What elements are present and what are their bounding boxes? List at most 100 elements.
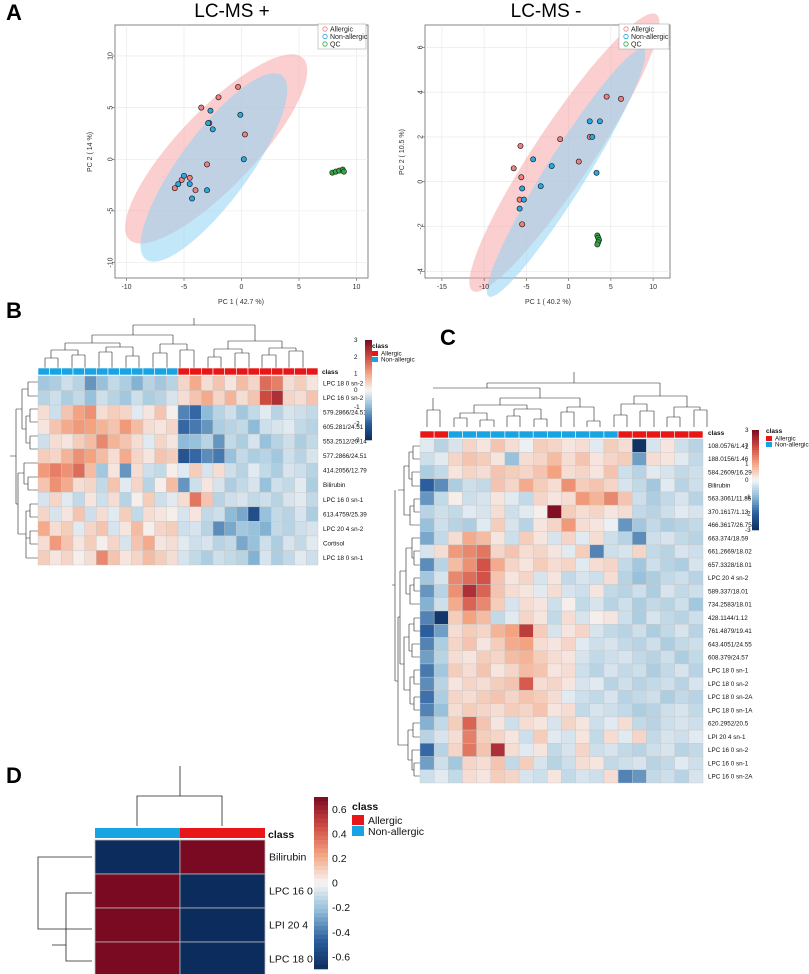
- heat-cell: [462, 597, 477, 612]
- heat-cell: [533, 743, 548, 757]
- heat-cell: [96, 375, 109, 391]
- row-label: 563.3061/11.85: [708, 496, 752, 503]
- heat-cell: [306, 375, 319, 391]
- colorbar-segment: [365, 425, 372, 428]
- colorbar-segment: [752, 440, 759, 443]
- colorbar-segment: [752, 457, 759, 461]
- heatmap-d-legend: class Allergic Non-allergic: [352, 801, 424, 838]
- heat-cell: [504, 557, 520, 572]
- class-bar-nonallergic: [603, 430, 619, 439]
- heat-cell: [433, 637, 449, 651]
- heat-cell: [617, 610, 633, 625]
- heat-cell: [632, 544, 647, 559]
- heat-cell: [107, 404, 120, 420]
- heat-cell: [575, 690, 591, 704]
- heat-cell: [154, 390, 167, 406]
- pca-positive-y-label: PC 2 ( 14 %): [87, 132, 94, 172]
- heat-cell: [504, 531, 520, 546]
- class-bar-allergic: [247, 367, 260, 376]
- heat-cell: [603, 703, 619, 718]
- colorbar-segment: [365, 402, 372, 406]
- heat-cell: [518, 557, 534, 572]
- heat-cell: [688, 637, 704, 651]
- heat-cell: [131, 404, 144, 420]
- colorbar-segment: [365, 382, 372, 386]
- class-bar-nonallergic: [142, 367, 155, 376]
- row-label: Bilirubin: [708, 483, 731, 490]
- pca-positive-ellipses: [125, 54, 308, 262]
- heat-cell: [282, 521, 295, 537]
- heat-cell: [589, 491, 605, 506]
- colorbar-segment: [314, 913, 328, 918]
- heat-cell: [632, 531, 647, 546]
- heat-cell: [646, 637, 661, 651]
- heat-cell: [419, 571, 435, 585]
- heat-cell: [674, 571, 690, 585]
- colorbar-tick-label: -0.6: [332, 951, 350, 963]
- heat-cell: [476, 452, 491, 466]
- heat-cell: [247, 550, 260, 566]
- heat-cell: [476, 690, 491, 704]
- heat-cell: [476, 571, 491, 585]
- heat-cell: [646, 452, 661, 466]
- heat-cell: [575, 518, 591, 532]
- heat-cell: [504, 584, 520, 598]
- heatmap-b-cells: [37, 375, 319, 566]
- point-allergic: [510, 165, 517, 172]
- heat-cell: [674, 703, 690, 718]
- heat-cell: [224, 463, 237, 478]
- heat-cell: [617, 452, 633, 466]
- heat-cell: [177, 550, 190, 566]
- heat-cell: [433, 676, 449, 691]
- heat-cell: [632, 637, 647, 651]
- heat-cell: [646, 518, 661, 532]
- row-label: 605.281/24.51: [323, 424, 364, 431]
- heat-cell: [419, 729, 435, 744]
- heatmap-c-class-label: class: [708, 430, 725, 437]
- point-allergic: [235, 84, 241, 90]
- heat-cell: [177, 535, 190, 551]
- heat-cell: [236, 535, 249, 551]
- heat-cell: [433, 504, 449, 519]
- heat-cell: [189, 550, 202, 566]
- colorbar-tick-label: -2: [745, 511, 751, 518]
- heat-cell: [660, 504, 675, 519]
- heat-cell: [166, 550, 179, 566]
- heat-cell: [61, 477, 74, 493]
- heat-cell: [518, 544, 534, 559]
- heat-cell: [561, 690, 576, 704]
- heat-cell: [674, 557, 690, 572]
- colorbar-segment: [365, 377, 372, 381]
- heat-cell: [589, 637, 605, 651]
- heat-cell: [212, 550, 225, 566]
- heat-cell: [224, 535, 237, 551]
- point-qc: [340, 168, 347, 175]
- heat-cell: [617, 663, 633, 678]
- row-label: LPC 16 0 sn-2A: [708, 774, 753, 781]
- heat-cell: [462, 584, 477, 598]
- heatmap-d: Bilirubin LPC 16 0 LPI 20 4 LPC 18 0 class …: [37, 766, 424, 974]
- colorbar-segment: [365, 347, 372, 351]
- heat-cell: [462, 676, 477, 691]
- heat-cell: [119, 506, 132, 522]
- x-tick-label: 10: [353, 284, 361, 291]
- colorbar-segment: [752, 455, 759, 458]
- heat-cell: [533, 478, 548, 493]
- heat-cell: [674, 478, 690, 493]
- pca-positive-x-label: PC 1 ( 42.7 %): [218, 299, 264, 306]
- heat-cell: [131, 433, 144, 449]
- heat-cell: [94, 873, 181, 909]
- row-label: 553.2512/20.14: [323, 439, 367, 446]
- heat-cell: [142, 463, 155, 478]
- heat-cell: [236, 463, 249, 478]
- heat-cell: [84, 419, 97, 435]
- class-bar-allergic: [646, 430, 661, 439]
- heat-cell: [419, 756, 435, 770]
- heat-cell: [603, 438, 619, 453]
- y-tick-label: 5: [108, 106, 115, 110]
- heat-cell: [533, 504, 548, 519]
- colorbar-segment: [365, 415, 372, 418]
- heat-cell: [575, 676, 591, 691]
- colorbar-segment: [752, 445, 759, 448]
- colorbar-tick-label: 1: [745, 461, 749, 468]
